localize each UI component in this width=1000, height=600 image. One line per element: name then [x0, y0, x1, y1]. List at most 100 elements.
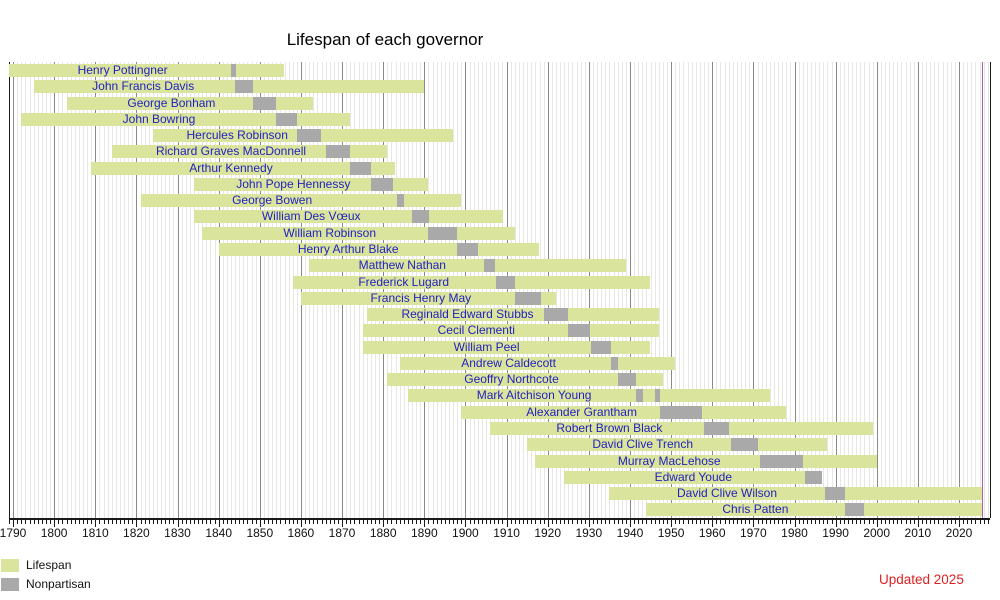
gridline-minor [481, 62, 483, 518]
gridline-minor [642, 62, 644, 518]
gridline-minor [288, 62, 290, 518]
axis-tick-minor [428, 520, 430, 524]
gridline-minor [387, 62, 389, 518]
lifespan-bar [366, 308, 659, 321]
gridline-minor [708, 62, 710, 518]
axis-tick-minor [358, 520, 360, 524]
axis-tick-minor [823, 520, 825, 524]
lifespan-bar [33, 80, 425, 94]
gridline-major [136, 62, 138, 518]
gridline-minor [621, 62, 623, 518]
axis-tick-minor [115, 520, 117, 524]
term-segment [759, 454, 804, 468]
axis-tick-minor [597, 520, 598, 524]
axis-tick-minor [856, 520, 858, 524]
gridline-minor [584, 62, 586, 518]
axis-tick-minor [337, 520, 339, 524]
gridline-minor [395, 62, 397, 518]
axis-tick-minor [905, 520, 907, 524]
gridline-minor [827, 62, 829, 518]
gridline-minor [716, 62, 718, 518]
axis-tick-minor [169, 520, 171, 524]
lifespan-bar [91, 161, 396, 175]
axis-tick-minor [284, 520, 286, 524]
axis-tick-major [506, 520, 508, 527]
axis-tick-minor [728, 520, 730, 524]
axis-tick-minor [403, 520, 405, 524]
axis-tick-minor [601, 520, 603, 524]
gridline-minor [687, 62, 689, 518]
axis-tick-label: 1880 [369, 526, 397, 540]
gridline-minor [247, 62, 249, 518]
axis-tick-minor [724, 520, 726, 524]
term-segment [804, 470, 823, 484]
gridline-minor [683, 62, 685, 518]
gridline-minor [605, 62, 607, 518]
axis-tick-major [547, 520, 549, 527]
gridline-minor [37, 62, 39, 518]
axis-tick-minor [247, 520, 249, 524]
gridline-minor [638, 62, 640, 518]
axis-tick-minor [679, 520, 681, 524]
axis-tick-minor [239, 520, 241, 524]
gridline-minor [185, 62, 187, 518]
term-segment [654, 389, 661, 403]
term-segment [412, 210, 429, 224]
gridline-minor [819, 62, 821, 518]
axis-tick-minor [662, 520, 664, 524]
gridline-minor [745, 62, 747, 518]
axis-tick-minor [17, 520, 19, 524]
axis-tick-minor [21, 520, 23, 524]
axis-tick-minor [798, 520, 800, 524]
gridline-minor [963, 62, 965, 518]
axis-tick-minor [893, 520, 895, 524]
gridline-minor [103, 62, 105, 518]
gridline-minor [428, 62, 430, 518]
axis-tick-minor [979, 520, 981, 524]
axis-tick-minor [885, 520, 886, 524]
gridline-minor [498, 62, 500, 518]
axis-tick-minor [769, 520, 771, 524]
axis-tick-minor [198, 520, 200, 524]
axis-tick-minor [975, 520, 977, 524]
axis-tick-label: 1930 [575, 526, 603, 540]
axis-tick-minor [66, 520, 68, 524]
axis-tick-minor [699, 520, 701, 524]
gridline-minor [440, 62, 442, 518]
gridline-minor [732, 62, 734, 518]
governor-name: Cecil Clementi [437, 323, 515, 338]
gridline-minor [597, 62, 598, 518]
axis-tick-minor [490, 520, 492, 524]
axis-tick-minor [716, 520, 718, 524]
gridline-minor [58, 62, 60, 518]
lifespan-bar [66, 96, 314, 110]
axis-tick-minor [815, 520, 816, 524]
axis-tick-minor [572, 520, 574, 524]
axis-tick-minor [140, 520, 142, 524]
axis-tick-minor [773, 520, 775, 524]
axis-tick-minor [58, 520, 60, 524]
gridline-minor [852, 62, 854, 518]
lifespan-bar [461, 405, 787, 419]
axis-tick-minor [741, 520, 742, 524]
axis-tick-minor [749, 520, 751, 524]
gridline-major [588, 62, 590, 518]
gridline-major [54, 62, 56, 518]
axis-tick-minor [831, 520, 833, 524]
gridline-minor [720, 62, 722, 518]
gridline-minor [263, 62, 265, 518]
axis-tick-label: 1900 [452, 526, 479, 540]
gridline-minor [198, 62, 200, 518]
lifespan-bar [609, 487, 982, 500]
axis-tick-minor [473, 520, 475, 524]
gridline-minor [239, 62, 241, 518]
gridline-minor [231, 62, 232, 518]
gridline-minor [704, 62, 705, 518]
gridline-minor [243, 62, 245, 518]
term-segment [825, 487, 845, 500]
gridline-minor [181, 62, 183, 518]
lifespan-bar [309, 259, 626, 273]
chart-title: Lifespan of each governor [286, 30, 484, 49]
axis-tick-minor [268, 520, 269, 524]
axis-tick-minor [288, 520, 290, 524]
